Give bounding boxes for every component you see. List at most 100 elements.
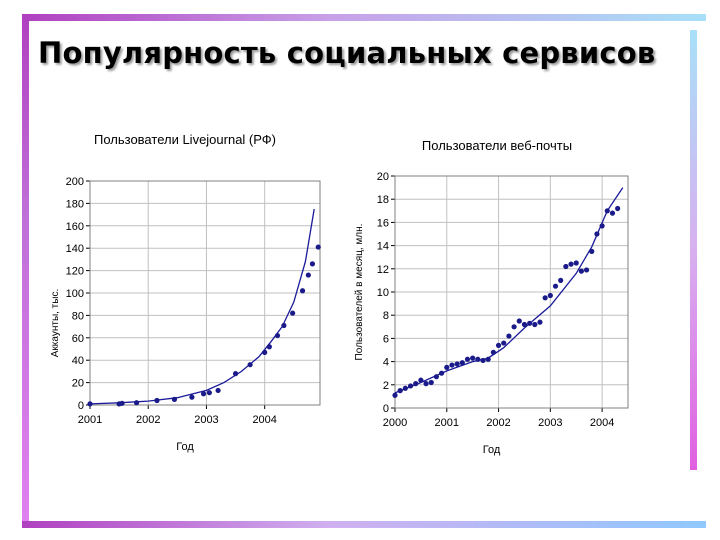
data-point <box>200 391 207 397</box>
data-point <box>589 248 595 254</box>
data-point <box>615 205 621 212</box>
y-tick-label: 16 <box>377 217 389 229</box>
x-tick-label: 2002 <box>486 417 510 429</box>
x-tick-label: 2004 <box>252 414 276 426</box>
data-point <box>309 261 316 267</box>
data-point <box>428 379 434 386</box>
slide-title: Популярность социальных сервисов <box>38 36 656 70</box>
y-tick-label: 0 <box>383 403 389 415</box>
data-point <box>232 371 239 377</box>
data-point <box>171 396 178 402</box>
data-point <box>315 244 321 250</box>
chart-title: Пользователи веб-почты <box>422 138 572 153</box>
y-tick-label: 120 <box>66 266 84 278</box>
data-point <box>475 356 481 362</box>
data-point <box>402 385 408 391</box>
data-point <box>501 340 507 346</box>
y-tick-label: 4 <box>383 357 389 369</box>
y-tick-label: 10 <box>377 287 389 299</box>
y-tick-label: 200 <box>66 176 84 188</box>
data-point <box>119 400 125 406</box>
data-point <box>247 362 253 368</box>
x-tick-label: 2003 <box>194 414 218 426</box>
data-point <box>423 381 429 387</box>
data-point <box>206 390 212 396</box>
y-tick-label: 140 <box>66 243 84 255</box>
data-point <box>281 322 287 329</box>
data-point <box>290 310 296 316</box>
x-tick-label: 2000 <box>383 417 407 429</box>
data-point <box>599 223 605 229</box>
data-point <box>495 342 502 348</box>
y-tick-label: 180 <box>66 198 84 210</box>
data-point <box>573 260 579 266</box>
trend-line <box>394 187 624 394</box>
top-decor-bar <box>22 14 706 21</box>
x-tick-label: 2004 <box>590 417 614 429</box>
data-point <box>542 295 548 301</box>
data-point <box>578 268 585 274</box>
data-point <box>552 283 559 289</box>
data-point <box>594 231 600 237</box>
data-point <box>407 383 414 389</box>
data-point <box>397 388 403 394</box>
data-point <box>418 377 424 383</box>
data-point <box>392 392 398 398</box>
data-point <box>604 208 610 214</box>
x-axis-label: Год <box>483 444 501 456</box>
x-axis-label: Год <box>176 441 194 453</box>
y-axis-label: Аккаунты, тыс. <box>50 289 61 357</box>
right-decor-bar <box>690 30 697 470</box>
chart-2: Пользователи веб-почты 0 2 4 6 8 10 12 14 16 18 20 2… <box>354 138 629 456</box>
data-point <box>506 333 512 339</box>
data-point <box>464 356 471 362</box>
data-point <box>609 210 616 216</box>
y-tick-label: 80 <box>72 310 84 322</box>
data-point <box>305 272 311 278</box>
data-point <box>558 277 564 283</box>
data-point <box>532 321 538 328</box>
data-point <box>521 321 528 328</box>
data-point <box>480 357 486 364</box>
data-point <box>563 263 569 270</box>
data-point <box>444 364 450 370</box>
y-tick-label: 8 <box>383 310 389 322</box>
y-tick-label: 0 <box>78 400 84 412</box>
data-point <box>568 261 574 267</box>
y-axis-label: Пользователей в месяц, млн. <box>354 224 365 361</box>
data-point <box>266 344 272 350</box>
data-point <box>262 349 268 355</box>
data-point <box>459 360 465 366</box>
data-point <box>449 362 455 368</box>
plot-frame <box>89 180 321 406</box>
data-point <box>215 387 221 394</box>
trend-line <box>89 208 315 405</box>
data-point <box>413 381 419 387</box>
bottom-decor-bar <box>22 521 706 528</box>
x-tick-label: 2001 <box>78 414 102 426</box>
y-tick-label: 14 <box>377 241 389 253</box>
chart-title: Пользователи Livejournal (РФ) <box>94 132 276 147</box>
data-point <box>470 355 476 361</box>
data-point <box>547 292 553 299</box>
data-point <box>154 397 160 404</box>
y-tick-label: 2 <box>383 380 389 392</box>
data-point <box>274 332 281 339</box>
data-point <box>485 356 491 362</box>
y-tick-label: 18 <box>377 194 389 206</box>
y-tick-label: 100 <box>66 288 84 300</box>
data-point <box>454 361 460 367</box>
data-point <box>490 349 496 355</box>
data-point <box>439 370 445 376</box>
left-decor-bar <box>22 14 29 524</box>
y-tick-label: 20 <box>377 171 389 183</box>
data-point <box>133 400 140 406</box>
x-tick-label: 2003 <box>538 417 562 429</box>
data-point <box>189 394 195 400</box>
y-tick-label: 40 <box>72 355 84 367</box>
data-point <box>516 318 522 324</box>
chart-1: Пользователи Livejournal (РФ) 0 20 40 60 80 10… <box>50 132 321 453</box>
data-point <box>433 374 440 380</box>
x-tick-label: 2002 <box>136 414 160 426</box>
